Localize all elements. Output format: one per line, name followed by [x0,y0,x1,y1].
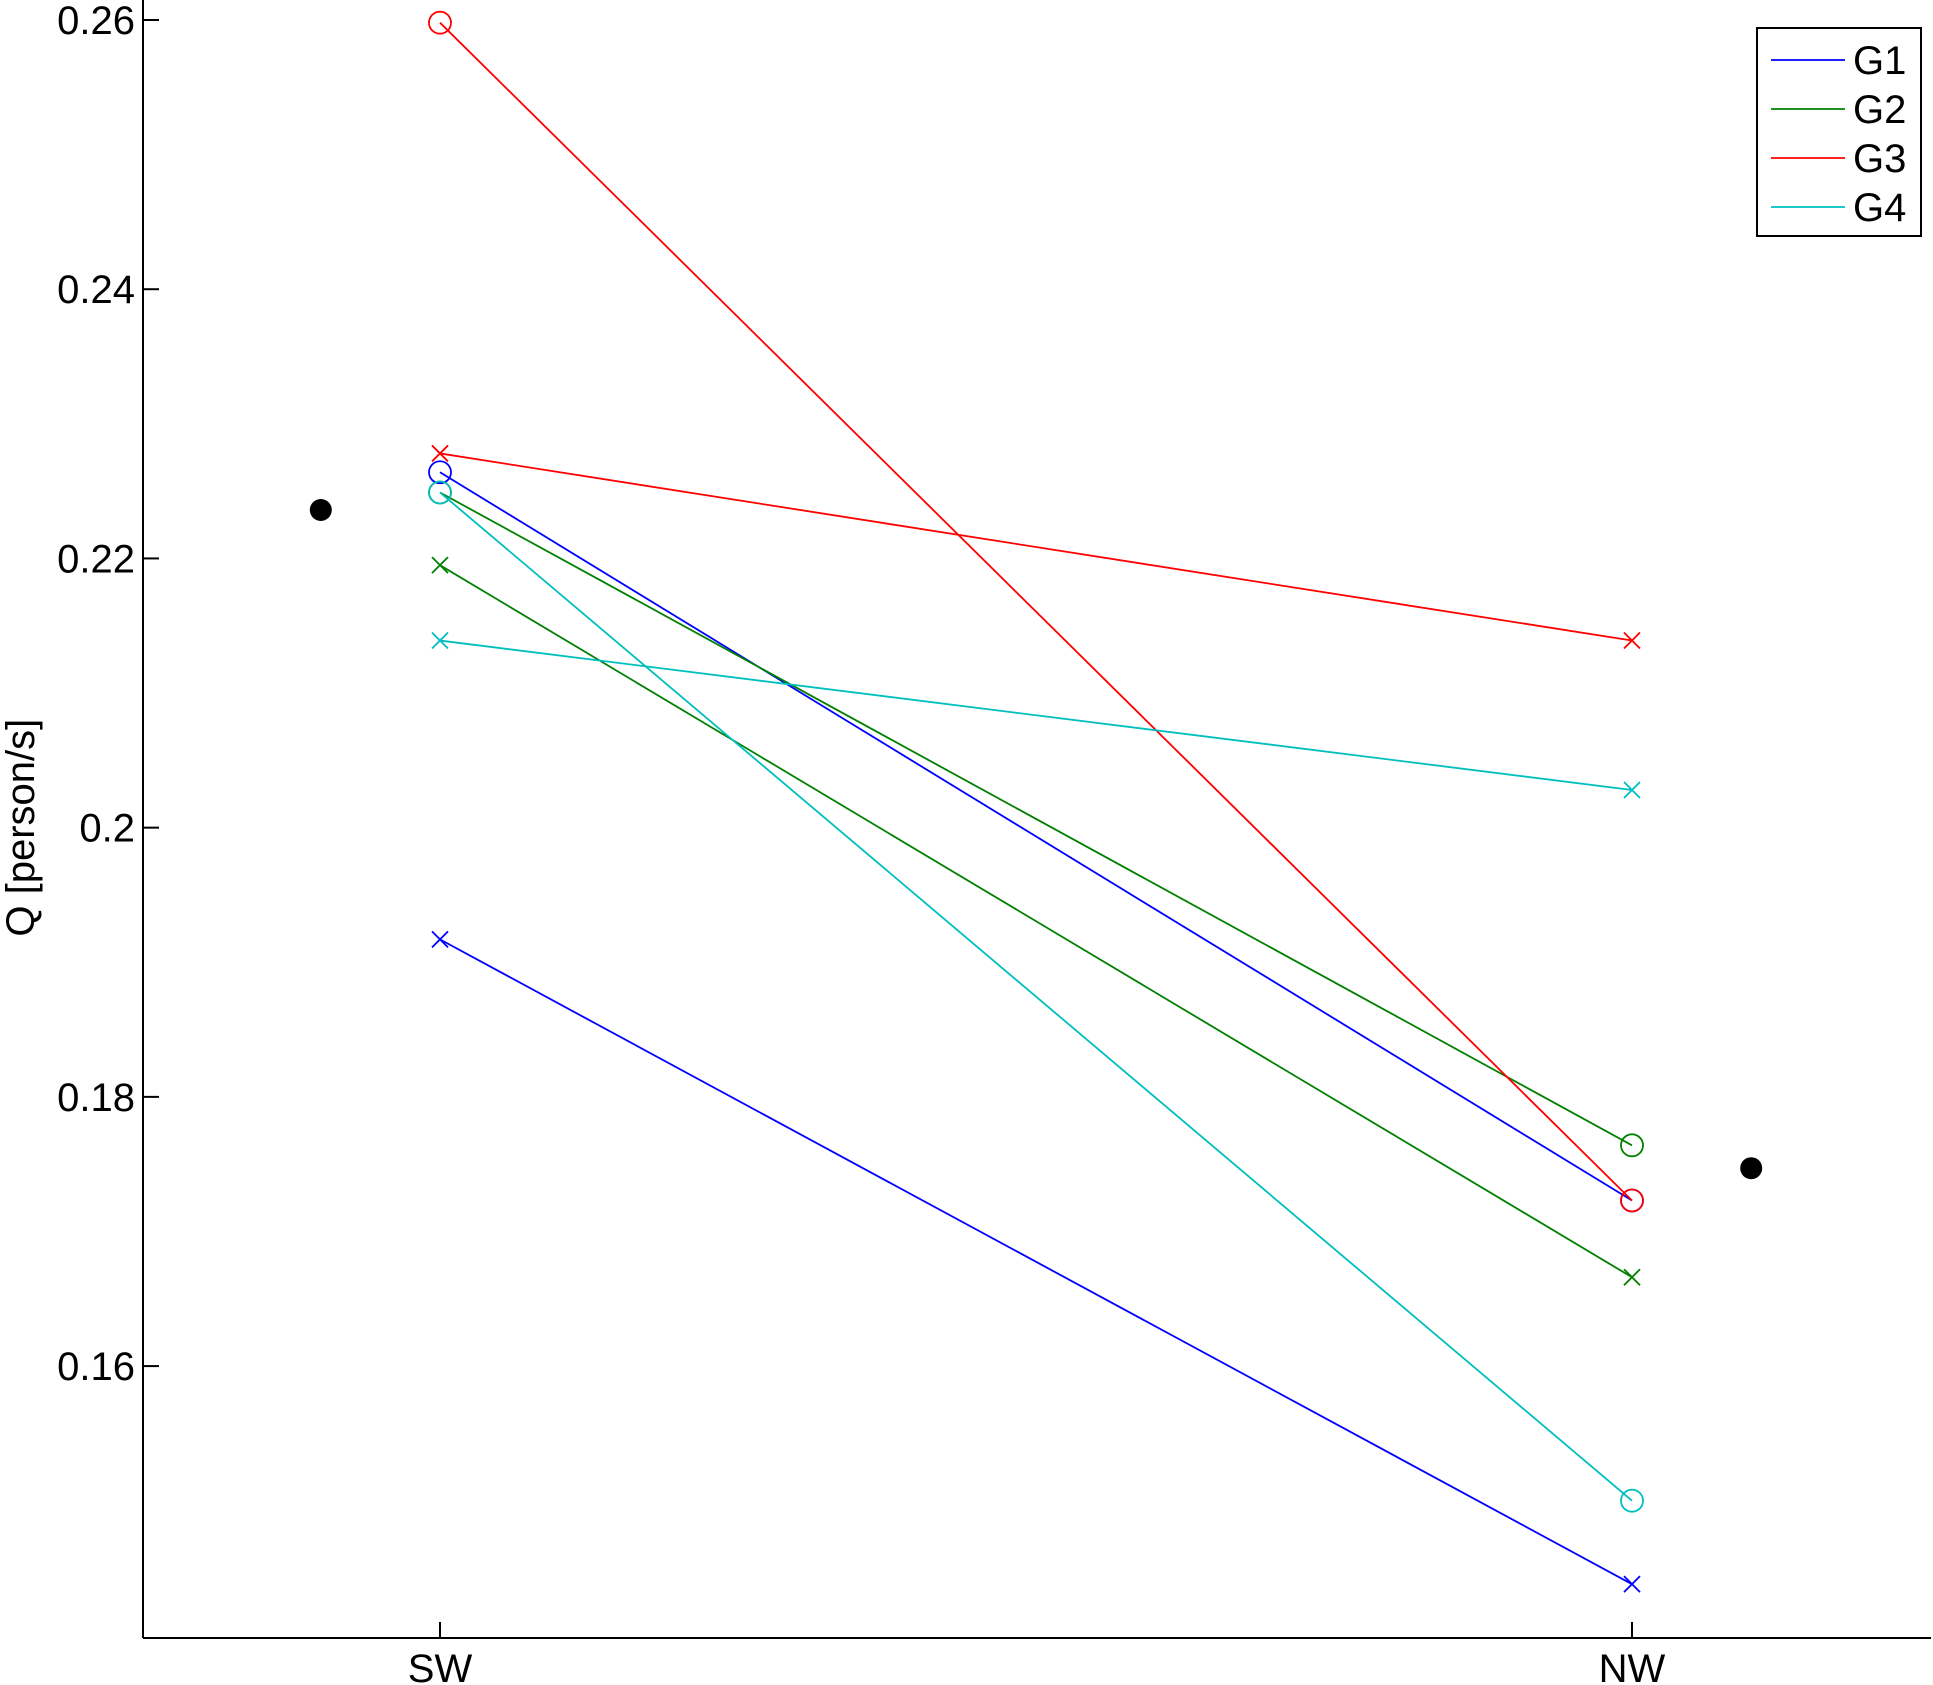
y-tick-label: 0.18 [57,1076,135,1120]
x-marker [1623,1575,1641,1593]
series-line [439,938,1633,1585]
y-tick-label: 0.16 [57,1345,135,1389]
x-tick-label-sw: SW [408,1647,473,1685]
y-ticks: 0.16 0.18 0.2 0.22 0.24 0.26 [57,0,159,1389]
x-marker [1623,781,1641,799]
series-g2-x [431,556,1641,1286]
circle-marker [1620,1488,1644,1513]
mean-points [309,498,1763,1180]
y-tick-label: 0.26 [57,0,135,43]
series-line [439,639,1633,791]
series-g3-x [431,444,1641,650]
y-tick-label: 0.24 [57,268,135,312]
y-axis-label: Q [person/s] [0,719,43,937]
x-marker [1623,631,1641,650]
series-line [439,22,1633,1202]
legend-label-g4: G4 [1853,186,1906,230]
series-line [439,491,1633,1502]
circle-marker [428,460,452,485]
circle-marker [1620,1133,1644,1158]
circle-marker [428,10,452,35]
y-tick-label: 0.2 [79,807,135,851]
legend-box [1756,27,1922,237]
series-line [439,452,1633,642]
legend-label-g2: G2 [1853,88,1906,132]
series-g1-circle [428,460,1644,1213]
x-marker [431,556,449,574]
legend-label-g3: G3 [1853,137,1906,181]
series-line [439,564,1633,1279]
y-tick-label: 0.22 [57,537,135,581]
mean-point [309,498,332,521]
series-g1-x [431,930,1641,1593]
series-g3-circle [428,10,1644,1213]
circle-marker [428,480,452,505]
series-layer [428,10,1644,1593]
series-g4-x [431,631,1641,799]
mean-point [1740,1157,1763,1180]
x-marker [1623,1268,1641,1286]
x-ticks: SW NW [408,1622,1666,1685]
x-tick-label-nw: NW [1599,1647,1666,1685]
series-g4-circle [428,480,1644,1513]
series-g2-circle [428,480,1644,1158]
legend-label-g1: G1 [1853,39,1906,83]
legend: G1 G2 G3 G4 [1756,27,1922,237]
circle-marker [1620,1188,1644,1213]
series-line [439,471,1633,1202]
series-line [439,491,1633,1147]
x-marker [431,631,449,650]
x-marker [431,930,449,949]
x-marker [431,444,449,463]
